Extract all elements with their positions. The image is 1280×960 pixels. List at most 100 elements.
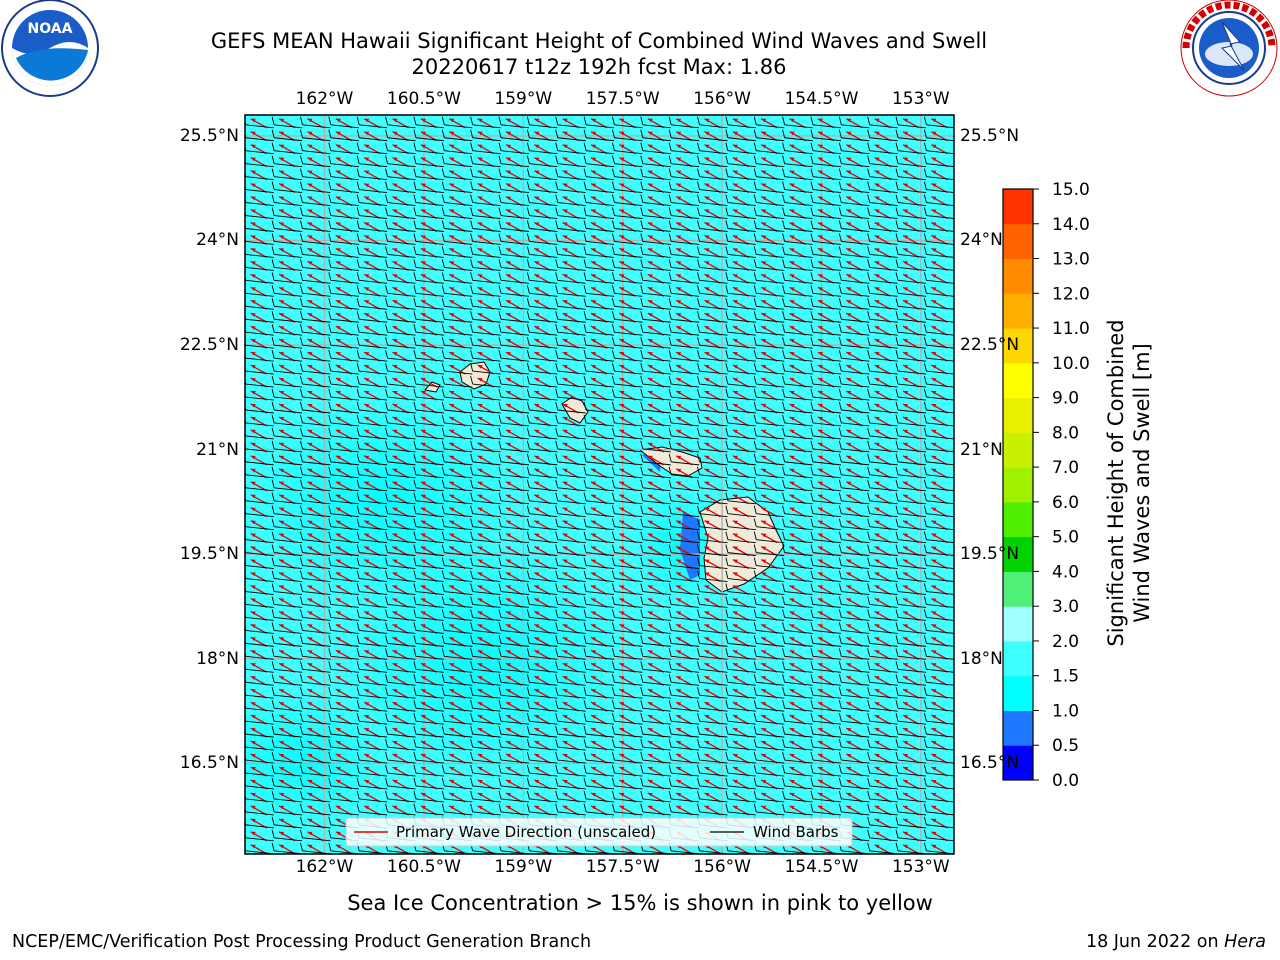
wave-arrowhead [449,235,455,239]
wave-arrowhead [817,235,823,239]
wind-barb [413,324,444,336]
wave-arrowhead [364,494,370,499]
wave-arrowhead [704,339,710,343]
wind-barb [271,777,303,790]
wave-arrowhead [789,611,795,615]
wave-arrowhead [250,779,256,784]
wave-arrowhead [420,170,426,175]
wave-arrowhead [732,131,738,136]
wave-arrowhead [562,533,568,538]
wave-arrowhead [420,715,426,719]
wave-arrowhead [392,287,398,291]
wind-barb [413,557,444,570]
wave-arrowhead [307,442,313,447]
wind-barb [526,492,558,505]
wave-arrowhead [789,598,795,602]
wave-arrowhead [931,598,937,602]
wind-barb [555,466,586,479]
wind-barb [612,518,643,531]
wave-arrowhead [364,650,370,654]
wind-barb [356,609,388,621]
wave-arrowhead [761,468,767,473]
wave-arrowhead [392,585,398,590]
wave-arrowhead [506,326,512,330]
wind-barb [640,259,671,271]
wind-barb [526,453,558,466]
wave-arrowhead [420,326,426,330]
wave-arrowhead [449,779,455,784]
wave-arrowhead [307,831,313,836]
colorbar-swatch [1003,606,1033,642]
wind-barb [385,713,416,725]
wind-barb [640,803,671,816]
wind-barb [498,764,530,777]
wave-arrowhead [874,339,880,343]
wave-arrowhead [250,754,256,758]
wave-arrowhead [477,442,483,447]
wave-arrowhead [761,170,767,175]
wave-arrowhead [449,339,455,343]
wave-arrowhead [591,663,597,667]
wave-arrowhead [250,481,256,486]
wind-barb [498,777,530,790]
wave-arrowhead [761,676,767,680]
wind-barb [413,583,444,595]
wind-barb [555,142,586,155]
wave-arrowhead [562,507,568,512]
wind-barb [782,570,813,582]
wind-barb [923,363,954,375]
wave-arrowhead [846,767,852,771]
wave-arrowhead [534,520,540,525]
wave-arrowhead [562,779,568,784]
wind-barb [640,272,671,284]
wind-barb [441,388,473,401]
wave-arrowhead [477,144,483,149]
wave-arrowhead [732,689,738,693]
wave-arrowhead [817,728,823,732]
wind-barb [867,401,898,414]
wind-barb [923,622,954,634]
wind-barb [782,220,813,232]
wind-barb [583,142,615,155]
wave-arrowhead [250,365,256,369]
wind-barb [697,116,728,129]
wind-barb [498,427,530,440]
wave-arrowhead [846,391,852,395]
wave-arrowhead [676,118,682,123]
wave-arrowhead [846,676,852,680]
wind-barb [385,674,416,686]
wind-barb [725,233,756,245]
wave-arrowhead [591,689,597,693]
wave-arrowhead [817,715,823,719]
wind-barb [810,738,842,751]
wind-barb [441,116,473,129]
wind-barb [413,518,444,531]
wind-barb [271,375,303,388]
wind-barb [668,129,700,142]
wave-arrowhead [846,650,852,654]
wave-arrowhead [562,274,568,278]
wind-barb [470,311,501,323]
lat-tick-label-right: 19.5°N [960,544,1020,565]
wave-arrowhead [420,391,426,395]
wind-barb [668,544,700,557]
wind-barb [895,751,927,764]
wind-barb [782,738,813,751]
wave-arrowhead [250,520,256,525]
wind-barb [838,674,870,686]
wave-arrowhead [307,754,313,758]
wave-arrowhead [506,805,512,810]
wave-arrowhead [704,144,710,149]
wave-arrowhead [364,339,370,343]
wind-barb [923,648,954,660]
wind-barb [300,272,331,284]
wave-arrowhead [392,754,398,758]
wind-barb [583,777,615,790]
wave-arrowhead [676,702,682,706]
wind-barb [668,285,700,297]
footer-date-text: 18 Jun 2022 on [1085,932,1225,952]
wind-barb [470,492,501,505]
wave-arrowhead [931,831,937,836]
wave-arrowhead [903,416,909,421]
wave-arrowhead [761,689,767,693]
